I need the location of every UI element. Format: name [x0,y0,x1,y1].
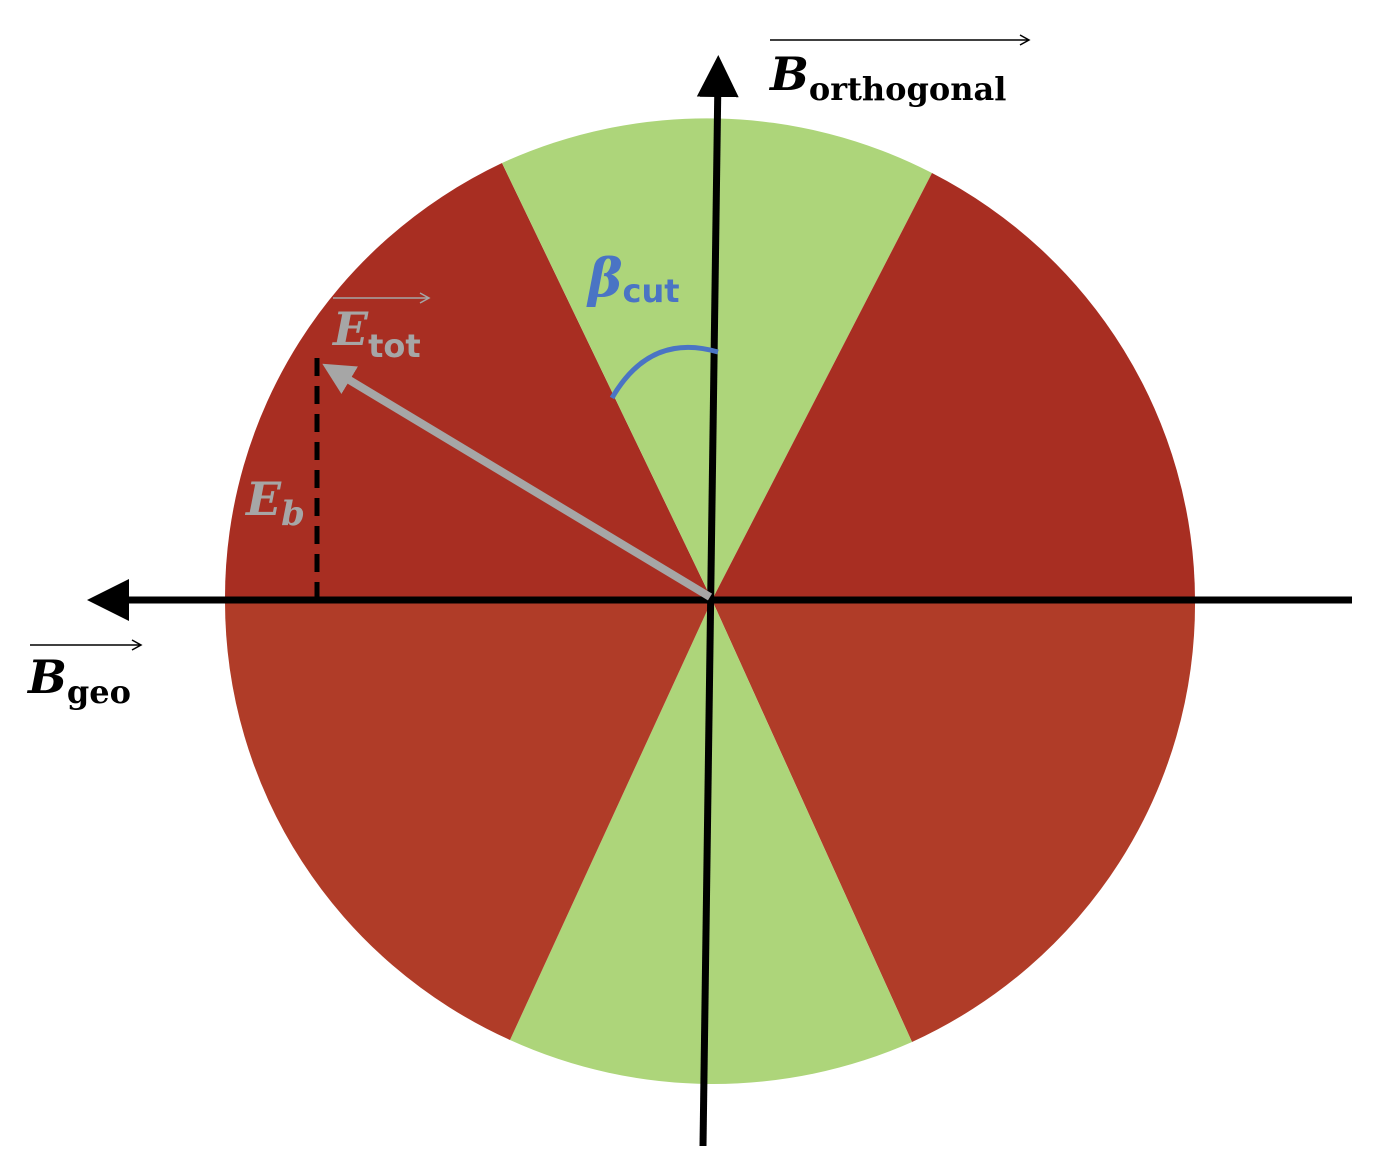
beta-cut-arc [609,344,719,400]
symbol: β [586,248,623,309]
symbol: E [331,302,369,356]
subscript: geo [67,673,131,711]
e-tot-label: Etot [331,302,421,365]
symbol: B [26,650,67,704]
red-sector [224,163,713,600]
b-geo-label: Bgeo [26,650,131,711]
subscript: cut [623,272,680,310]
e-tot-vector [322,363,713,601]
symbol: E [244,472,282,526]
red-sector [712,600,1196,1042]
vector-overline-head [419,292,431,304]
vector-overline-head [1019,34,1031,46]
vector-overline-head [131,639,143,651]
red-sector [712,173,1195,600]
subscript: orthogonal [809,70,1006,108]
e-b-label: Eb [244,472,305,534]
green-sector [510,600,912,1084]
subscript: b [281,494,305,534]
red-sector [224,600,712,1040]
b-orthogonal-label: Borthogonal [768,47,1006,108]
symbol: B [768,47,809,101]
subscript: tot [368,327,421,365]
b-orthogonal-axis [696,55,739,1147]
beta-cut-label: βcut [586,248,680,310]
